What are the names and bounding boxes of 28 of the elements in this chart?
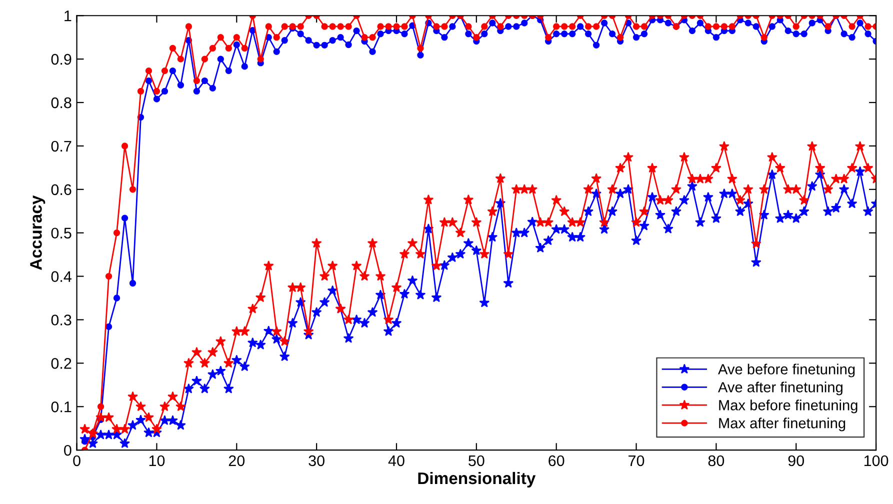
x-tick-label: 50 (468, 455, 484, 466)
x-axis-title: Dimensionality (418, 472, 536, 488)
y-tick-label: 1 (64, 10, 72, 22)
x-tick-label: 100 (864, 455, 888, 466)
y-tick-label: 0 (64, 444, 72, 456)
legend-label: Ave after finetuning (718, 382, 842, 396)
y-tick-label: 0.2 (51, 358, 72, 369)
x-tick-label: 0 (73, 455, 80, 466)
y-tick-label: 0.1 (51, 401, 72, 412)
y-tick-label: 0.6 (51, 184, 72, 196)
y-tick-label: 0.4 (51, 271, 72, 282)
legend-label: Max before finetuning (719, 400, 858, 414)
x-tick-label: 80 (708, 455, 724, 466)
y-tick-label: 0.3 (51, 314, 72, 326)
x-tick-label: 30 (308, 455, 324, 466)
x-tick-label: 20 (228, 455, 245, 466)
y-axis-title: Accuracy (30, 195, 46, 270)
y-tick-label: 0.7 (51, 140, 72, 152)
x-tick-label: 60 (548, 455, 564, 466)
y-tick-label: 0.8 (51, 97, 72, 108)
x-tick-label: 10 (149, 455, 165, 466)
legend-label: Ave before finetuning (718, 364, 855, 378)
legend-label: Max after finetuning (719, 418, 846, 432)
y-tick-label: 0.5 (51, 228, 72, 239)
y-tick-label: 0.9 (51, 54, 72, 65)
x-tick-label: 70 (628, 455, 644, 466)
x-tick-label: 40 (388, 455, 404, 466)
x-tick-label: 90 (788, 455, 804, 466)
